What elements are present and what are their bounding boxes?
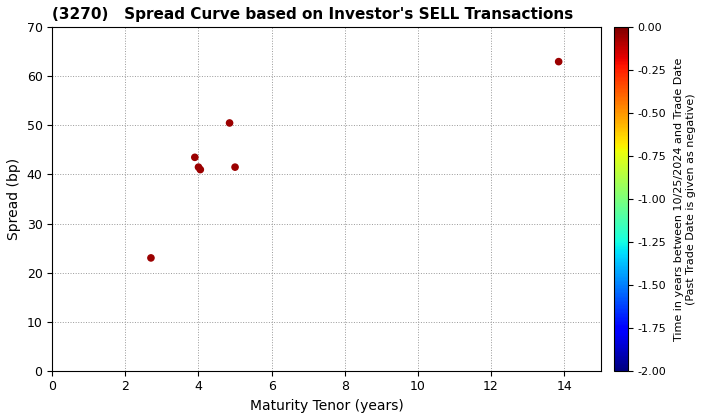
Point (145, 255, 157, 261)
Y-axis label: Time in years between 10/25/2024 and Trade Date
(Past Trade Date is given as neg: Time in years between 10/25/2024 and Tra… (675, 58, 696, 341)
Point (194, 166, 206, 173)
X-axis label: Maturity Tenor (years): Maturity Tenor (years) (250, 399, 403, 413)
Text: (3270)   Spread Curve based on Investor's SELL Transactions: (3270) Spread Curve based on Investor's … (53, 7, 573, 22)
Point (553, 58, 564, 65)
Point (229, 164, 240, 171)
Point (189, 154, 201, 161)
Point (193, 164, 204, 171)
Y-axis label: Spread (bp): Spread (bp) (7, 158, 21, 240)
Point (224, 120, 235, 126)
